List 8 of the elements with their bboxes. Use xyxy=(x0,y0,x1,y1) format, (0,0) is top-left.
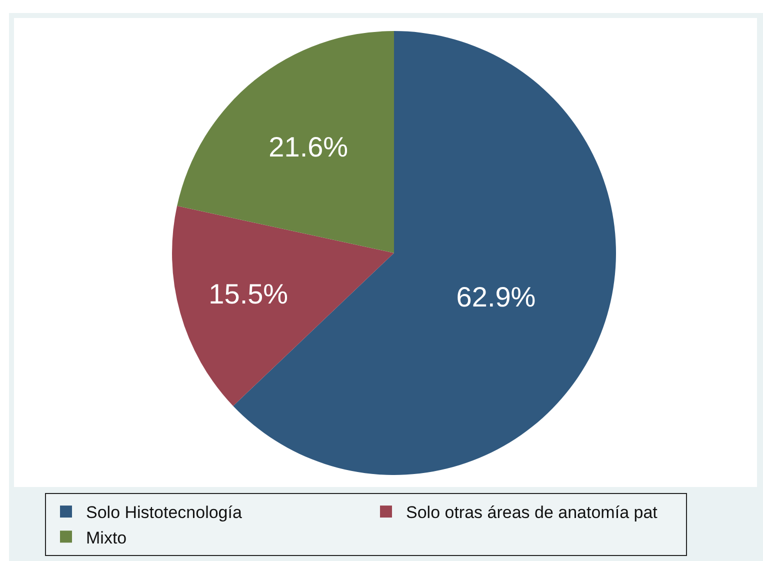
data-label: 21.6% xyxy=(268,131,348,162)
legend-label: Solo otras áreas de anatomía pat xyxy=(406,503,658,522)
data-label: 15.5% xyxy=(208,278,288,310)
legend-label: Mixto xyxy=(86,528,127,548)
data-label: 62.9% xyxy=(456,281,536,312)
pie-slice xyxy=(172,206,394,406)
legend-label: Solo Histotecnología xyxy=(86,503,242,522)
pie-slice xyxy=(177,31,394,253)
